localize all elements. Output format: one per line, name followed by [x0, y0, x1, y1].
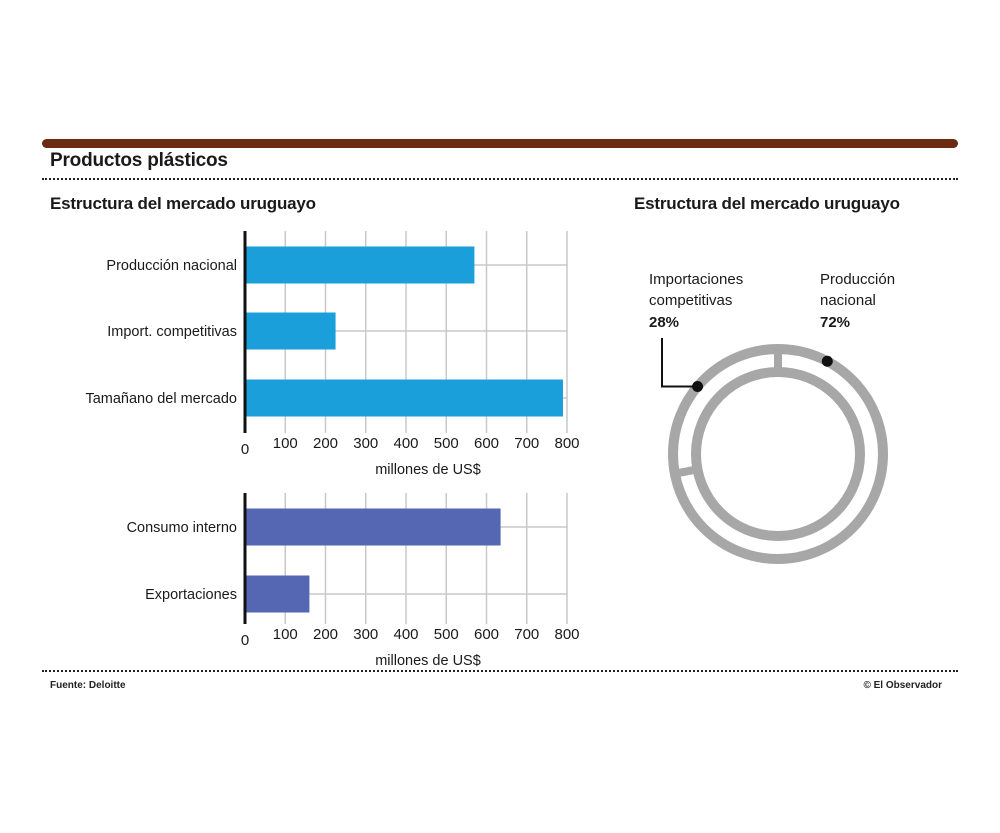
source-note: Fuente: Deloitte	[50, 680, 126, 691]
x-tick-label: 300	[353, 435, 378, 452]
marker-importaciones	[692, 381, 704, 393]
bar-producción-nacional	[245, 246, 475, 284]
leader-line-importaciones	[661, 338, 698, 388]
slice-label-percent: 28%	[649, 314, 679, 331]
category-label: Import. competitivas	[107, 324, 237, 340]
dotted-divider-bottom	[42, 670, 958, 672]
x-axis-label: millones de US$	[375, 462, 481, 478]
category-label: Producción nacional	[106, 258, 237, 274]
slice-label-name: nacional	[820, 292, 876, 309]
x-tick-label: 500	[434, 435, 459, 452]
bar-tamañano-del-mercado	[245, 379, 563, 417]
bar-consumo-interno	[245, 508, 501, 546]
top-rule	[42, 139, 958, 148]
x-tick-label: 600	[474, 435, 499, 452]
x-tick-label: 200	[313, 435, 338, 452]
category-label: Tamañano del mercado	[85, 391, 237, 407]
x-tick-label: 200	[313, 626, 338, 643]
x-tick-label: 0	[241, 441, 249, 458]
x-tick-label: 800	[554, 626, 579, 643]
slice-label-percent: 72%	[820, 314, 850, 331]
slice-label-name: Producción	[820, 271, 895, 288]
x-tick-label: 400	[393, 626, 418, 643]
left-chart-title: Estructura del mercado uruguayo	[50, 194, 316, 213]
ring-separator	[674, 465, 699, 478]
x-tick-label: 100	[273, 435, 298, 452]
right-chart-title: Estructura del mercado uruguayo	[634, 194, 900, 213]
x-tick-label: 700	[514, 626, 539, 643]
page-title: Productos plásticos	[50, 150, 228, 171]
category-label: Exportaciones	[145, 587, 237, 603]
x-tick-label: 700	[514, 435, 539, 452]
dotted-divider-top	[42, 178, 958, 180]
x-tick-label: 600	[474, 626, 499, 643]
ring-outer	[668, 344, 888, 564]
credit-note: © El Observador	[863, 680, 942, 691]
x-tick-label: 100	[273, 626, 298, 643]
x-tick-label: 0	[241, 632, 249, 649]
x-tick-label: 800	[554, 435, 579, 452]
x-tick-label: 400	[393, 435, 418, 452]
ring-inner	[691, 367, 865, 541]
x-axis-label: millones de US$	[375, 653, 481, 669]
category-label: Consumo interno	[127, 520, 237, 536]
slice-label-name: competitivas	[649, 292, 732, 309]
bar-exportaciones	[245, 575, 310, 613]
x-tick-label: 500	[434, 626, 459, 643]
marker-produccion	[821, 355, 833, 367]
slice-label-name: Importaciones	[649, 271, 743, 288]
x-tick-label: 300	[353, 626, 378, 643]
bar-import-competitivas	[245, 312, 336, 350]
